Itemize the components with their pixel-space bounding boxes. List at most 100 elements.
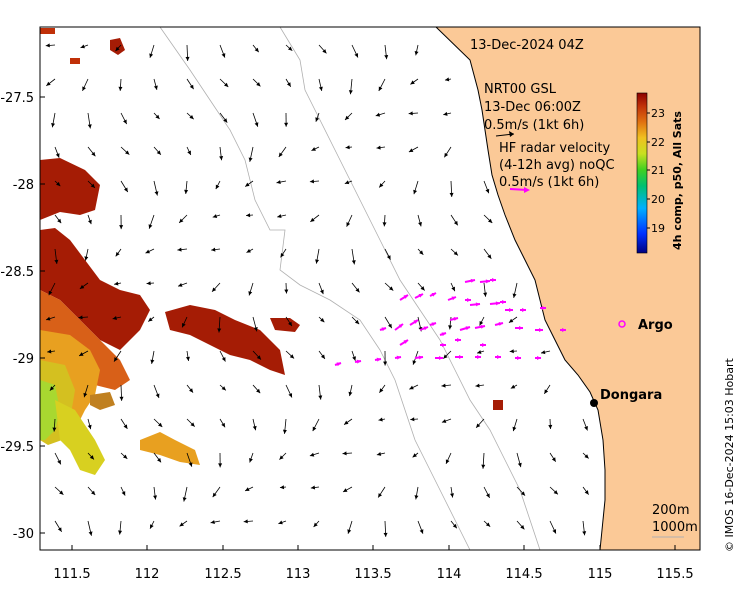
velocity-arrow-head (408, 111, 413, 116)
velocity-arrow-head (443, 111, 448, 116)
velocity-arrow-head (210, 520, 215, 525)
velocity-arrow-head (553, 490, 558, 495)
velocity-arrow-head (378, 417, 383, 422)
velocity-arrow-head (487, 254, 492, 259)
velocity-arrow-head (379, 183, 384, 188)
velocity-arrow-head (185, 56, 190, 61)
dongara-marker[interactable]: Dongara (590, 388, 662, 407)
y-tick-label: -28 (13, 178, 34, 193)
velocity-arrow-head (517, 462, 522, 468)
contour-1000m (159, 27, 471, 550)
velocity-arrow-head (502, 300, 506, 304)
velocity-arrow-head (414, 495, 419, 500)
velocity-arrow-head (441, 383, 446, 388)
velocity-arrow-head (508, 318, 514, 323)
velocity-arrows (45, 43, 589, 537)
velocity-arrow-head (418, 355, 423, 360)
y-tick-label: -28.5 (0, 265, 34, 280)
radar-legend-line2: (4-12h avg) noQC (499, 158, 615, 173)
velocity-arrow-head (248, 157, 253, 162)
colorbar-tick-22: 22 (651, 136, 665, 149)
velocity-arrow-head (441, 332, 446, 337)
argo-marker[interactable]: Argo (618, 318, 673, 333)
velocity-arrow-head (88, 219, 92, 225)
y-tick-label: -29.5 (0, 440, 34, 455)
velocity-arrow-head (157, 457, 162, 463)
velocity-arrow-head (439, 356, 443, 360)
velocity-arrow-head (319, 289, 324, 295)
velocity-arrow-head (475, 383, 480, 388)
velocity-arrow-head (218, 463, 223, 468)
velocity-arrow-head (123, 119, 127, 125)
velocity-arrow-head (155, 393, 160, 398)
velocity-arrow-head (476, 423, 481, 428)
y-axis: -27.5 -28 -28.5 -29 -29.5 -30 (0, 91, 45, 542)
velocity-arrow-head (382, 222, 387, 227)
contour-200m (279, 27, 541, 550)
argo-float-icon[interactable] (618, 320, 626, 328)
depth-legend: 200m 1000m (652, 503, 698, 538)
colorbar-gradient (636, 92, 648, 254)
colorbar-label: 4h comp, p50, All Sats (671, 111, 684, 250)
velocity-arrow-head (223, 118, 228, 123)
velocity-arrow-head (451, 296, 456, 301)
velocity-arrow-head (254, 122, 259, 127)
dongara-label: Dongara (600, 388, 662, 403)
velocity-arrow-head (119, 396, 124, 401)
velocity-arrow-head (381, 327, 386, 332)
velocity-arrow-head (448, 325, 453, 330)
velocity-arrow-head (431, 293, 436, 297)
model-legend-line1: NRT00 GSL (484, 82, 557, 97)
velocity-arrow-head (453, 251, 458, 256)
velocity-arrow-head (311, 147, 316, 151)
velocity-arrow-head (155, 114, 160, 120)
town-dot-icon[interactable] (590, 399, 598, 407)
velocity-arrow-head (150, 359, 155, 364)
velocity-arrow-head (347, 529, 352, 534)
x-tick-label: 115.5 (656, 567, 693, 582)
velocity-arrow-head (310, 217, 315, 222)
depth-legend-1000m: 1000m (652, 520, 698, 535)
velocity-arrow-head (414, 50, 419, 56)
velocity-arrow-head (282, 429, 287, 434)
velocity-arrow-head (318, 86, 323, 91)
timestamp: 13-Dec-2024 04Z (470, 38, 584, 53)
velocity-arrow-head (224, 82, 229, 88)
velocity-arrow-head (552, 529, 557, 534)
velocity-arrow-head (245, 182, 250, 187)
velocity-arrow-head (115, 251, 120, 257)
velocity-arrow-head (79, 352, 84, 356)
velocity-arrow-head (256, 388, 261, 394)
velocity-arrow-head (190, 422, 195, 427)
radar-arrows (334, 278, 566, 367)
velocity-arrow-head (118, 530, 123, 535)
velocity-arrow-head (512, 293, 517, 298)
velocity-arrow-head (379, 388, 384, 393)
velocity-arrow-head (383, 361, 388, 366)
velocity-arrow-head (410, 80, 415, 85)
velocity-arrow-head (342, 451, 347, 456)
velocity-arrow-head (150, 524, 154, 529)
velocity-arrow-head (55, 153, 60, 158)
velocity-arrow-head (519, 326, 523, 330)
velocity-arrow-head (287, 46, 293, 51)
velocity-arrow-head (498, 322, 503, 326)
x-tick-label: 115 (588, 567, 613, 582)
velocity-arrow-head (412, 360, 417, 365)
velocity-arrow-head (376, 145, 381, 150)
velocity-arrow-head (441, 419, 447, 423)
velocity-arrow-head (485, 279, 490, 284)
velocity-arrow-head (457, 338, 461, 342)
velocity-arrow-head (413, 189, 418, 195)
velocity-arrow-head (562, 328, 566, 332)
velocity-arrow-head (189, 388, 194, 393)
velocity-arrow-head (348, 391, 353, 397)
velocity-arrow-head (212, 287, 217, 292)
plot-frame (39, 26, 701, 551)
velocity-arrow-head (90, 183, 95, 188)
velocity-arrow-head (277, 214, 282, 219)
velocity-arrow-head (539, 328, 543, 332)
velocity-arrow-head (375, 112, 381, 117)
velocity-arrow-head (419, 250, 424, 255)
